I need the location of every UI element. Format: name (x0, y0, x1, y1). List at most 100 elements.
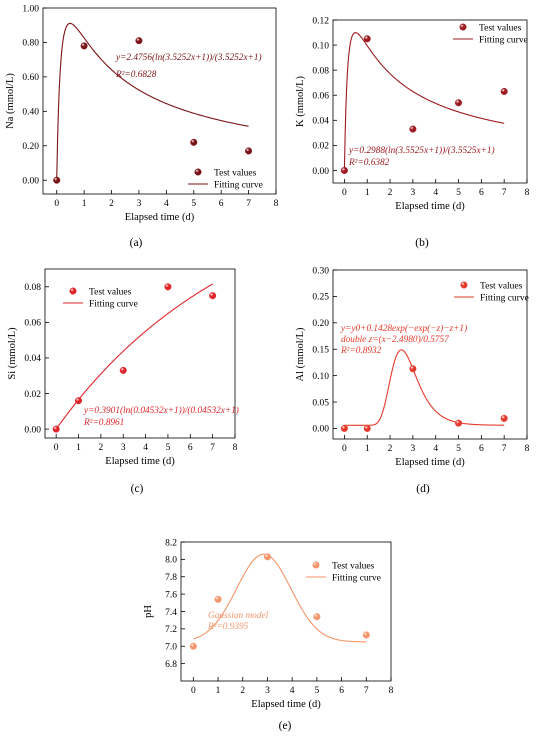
y-tick-label: 0.30 (312, 266, 329, 276)
x-axis-label: Elapsed time (d) (251, 699, 321, 710)
x-tick-label: 2 (240, 686, 245, 696)
plot-frame (332, 269, 528, 440)
panel-caption: (d) (416, 483, 430, 495)
x-tick-label: 0 (54, 199, 59, 209)
test-value-point (189, 642, 197, 650)
legend-point-symbol (194, 168, 202, 176)
x-tick-label: 6 (188, 443, 193, 453)
test-value-point (313, 613, 321, 621)
test-value-point (75, 397, 83, 405)
x-tick-label: 6 (479, 188, 484, 198)
chart-panel-b: 0 1 2 3 4 5 6 7 8 0.00 0.02 0.04 0.06 0.08 0.10 0.12 Ela… (295, 16, 530, 249)
y-tick-label: 0.04 (312, 117, 329, 127)
fitting-curve-line (344, 349, 505, 426)
test-value-point (214, 595, 222, 603)
x-tick-label: 3 (137, 199, 142, 209)
x-tick-label: 8 (274, 199, 279, 209)
test-value-point (263, 553, 271, 561)
y-tick-label: 0.15 (312, 346, 329, 356)
test-value-point (500, 414, 508, 422)
legend-point-symbol (459, 23, 467, 31)
x-tick-label: 8 (389, 686, 394, 696)
y-tick-label: 0.04 (24, 354, 41, 364)
test-value-point (53, 176, 61, 184)
chart-panel-c: 0 1 2 3 4 5 6 7 8 0.00 0.02 0.04 0.06 0.08 Elapsed tim… (7, 268, 239, 495)
x-tick-label: 1 (216, 686, 221, 696)
test-value-point (190, 138, 198, 146)
x-tick-label: 1 (365, 444, 370, 454)
x-tick-label: 7 (210, 443, 215, 453)
x-tick-label: 2 (388, 188, 393, 198)
chart-panel-a: 0 1 2 3 4 5 6 7 8 0.00 0.20 0.40 0.60 0.80 1.00 Elapsed… (5, 4, 279, 249)
x-tick-label: 6 (219, 199, 224, 209)
x-tick-label: 5 (166, 443, 171, 453)
legend-point-symbol (312, 561, 320, 569)
x-tick-label: 8 (525, 444, 530, 454)
legend-label-test-values: Test values (214, 168, 257, 178)
plot-frame (44, 268, 236, 439)
legend-label-fitting-curve: Fitting curve (89, 299, 138, 309)
x-tick-label: 1 (76, 443, 81, 453)
test-value-point (245, 147, 253, 155)
x-tick-label: 0 (342, 188, 347, 198)
test-value-point (500, 87, 508, 95)
fit-annotation: y=0.2988(ln(3.5525x+1))/(3.5525x+1) R²=0.… (348, 145, 495, 168)
y-axis-label: Si (mmol/L) (7, 327, 18, 380)
y-tick-label: 0.06 (24, 319, 41, 329)
x-tick-label: 4 (433, 444, 438, 454)
legend-label-test-values: Test values (332, 561, 375, 571)
x-tick-label: 5 (456, 444, 461, 454)
y-tick-label: 0.20 (312, 319, 329, 329)
y-tick-label: 0.25 (312, 293, 329, 303)
fit-annotation: y=0.3901(ln(0.04532x+1))/(0.04532x+1) R²=… (83, 405, 239, 428)
y-tick-label: 8.0 (165, 556, 177, 566)
y-tick-label: 7.8 (165, 573, 177, 583)
x-tick-label: 2 (388, 444, 393, 454)
legend: Test values Fitting curve (306, 561, 381, 583)
legend-label-fitting-curve: Fitting curve (332, 573, 381, 583)
x-axis-label: Elapsed time (d) (395, 201, 465, 212)
y-tick-label: 1.00 (22, 4, 39, 14)
test-value-point (362, 631, 370, 639)
y-tick-label: 7.4 (165, 608, 177, 618)
x-tick-label: 1 (82, 199, 87, 209)
test-value-point (52, 425, 60, 433)
y-tick-label: 0.08 (24, 283, 41, 293)
test-value-point (164, 283, 172, 291)
y-axis-label: pH (143, 605, 154, 618)
legend-label-fitting-curve: Fitting curve (214, 180, 263, 190)
y-tick-label: 6.8 (165, 660, 177, 670)
test-value-point (409, 125, 417, 133)
y-axis-label: Na (mmol/L) (5, 73, 16, 129)
x-tick-label: 7 (502, 188, 507, 198)
y-tick-label: 0.05 (312, 398, 329, 408)
test-value-point (363, 35, 371, 43)
x-tick-label: 0 (54, 443, 59, 453)
x-tick-label: 0 (342, 444, 347, 454)
legend: Test values Fitting curve (63, 287, 138, 309)
legend-label-test-values: Test values (89, 287, 132, 297)
y-tick-label: 0.12 (312, 16, 329, 26)
legend-point-symbol (460, 281, 468, 289)
legend-label-fitting-curve: Fitting curve (479, 35, 528, 45)
y-tick-label: 0.00 (22, 177, 39, 187)
y-tick-label: 8.2 (165, 538, 177, 548)
x-tick-label: 7 (246, 199, 251, 209)
x-tick-label: 4 (164, 199, 169, 209)
y-tick-label: 0.00 (312, 425, 329, 435)
x-tick-label: 1 (365, 188, 370, 198)
x-tick-label: 2 (109, 199, 114, 209)
test-value-point (209, 292, 217, 300)
y-tick-label: 7.6 (165, 590, 177, 600)
x-tick-label: 7 (502, 444, 507, 454)
test-value-point (455, 419, 463, 427)
y-tick-label: 0.00 (312, 167, 329, 177)
x-tick-label: 7 (364, 686, 369, 696)
legend-label-test-values: Test values (479, 23, 522, 33)
x-tick-label: 3 (265, 686, 270, 696)
fitting-curve-line (343, 32, 505, 171)
y-tick-label: 0.00 (24, 425, 41, 435)
x-tick-label: 0 (191, 686, 196, 696)
fit-annotation: y=y0+0.1428exp(−exp(−z)−z+1) double z=(x−… (340, 323, 467, 356)
